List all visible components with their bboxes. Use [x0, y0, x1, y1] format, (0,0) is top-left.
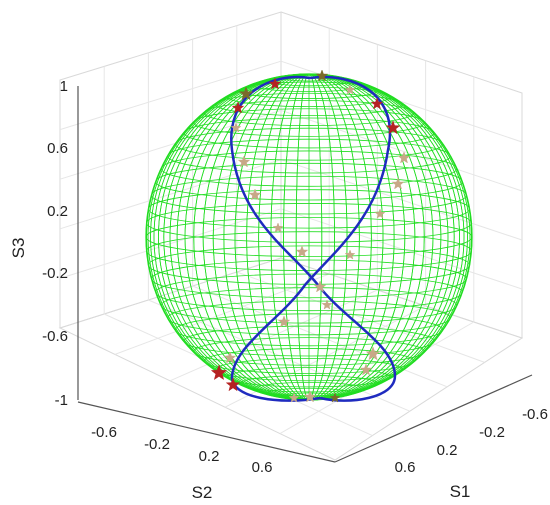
grid-line: [280, 60, 523, 143]
grid-line: [236, 271, 485, 363]
data-star: [277, 315, 291, 328]
grid-lines: [59, 25, 523, 437]
data-star: [223, 351, 237, 364]
data-star: [315, 69, 329, 82]
z-tick-label: 0.6: [47, 140, 68, 157]
data-star: [295, 245, 309, 258]
axis-lines: [77, 86, 533, 463]
z-axis-label: S3: [9, 238, 28, 259]
z-tick-label: 0.2: [47, 203, 68, 220]
grid-line: [280, 208, 523, 290]
data-star: [230, 122, 242, 133]
data-star: [374, 208, 386, 219]
data-star: [210, 364, 228, 381]
data-star: [231, 101, 245, 114]
data-star: [365, 346, 381, 361]
x-tick-label: -0.6: [522, 406, 548, 423]
data-star: [359, 363, 373, 376]
x-tick-label: 0.2: [437, 442, 458, 459]
data-star: [237, 155, 251, 168]
y-tick-labels: -0.6 -0.2 0.2 0.6: [91, 424, 272, 476]
grid-line: [280, 109, 523, 192]
z-tick-label: -0.6: [42, 328, 68, 345]
data-star: [370, 97, 384, 110]
data-star: [321, 299, 333, 310]
data-star: [225, 377, 241, 392]
y-tick-label: 0.2: [199, 448, 220, 465]
data-star: [329, 392, 341, 403]
y-axis-label: S2: [192, 483, 213, 502]
y-tick-label: -0.2: [144, 436, 170, 453]
x-tick-label: 0.6: [395, 459, 416, 476]
polarization-trajectory: [230, 75, 397, 402]
data-star: [238, 86, 254, 101]
grid-line: [59, 60, 282, 131]
y-tick-label: -0.6: [91, 424, 117, 441]
data-star: [288, 392, 300, 403]
data-star: [248, 188, 262, 201]
grid-line: [279, 321, 475, 435]
z-tick-label: 1: [60, 78, 68, 95]
data-star: [397, 151, 411, 164]
y-tick-label: 0.6: [252, 459, 273, 476]
data-star: [272, 222, 284, 233]
grid-line: [169, 289, 378, 382]
x-axis-line: [334, 374, 533, 463]
z-tick-label: -1: [55, 392, 68, 409]
grid-line: [59, 109, 282, 180]
x-tick-label: -0.2: [479, 424, 505, 441]
z-tick-labels: 1 0.6 0.2 -0.2 -0.6 -1: [42, 78, 68, 409]
data-star: [344, 249, 356, 260]
data-star: [391, 177, 405, 190]
measurement-stars: [210, 69, 411, 403]
data-star: [313, 280, 327, 293]
x-axis-label: S1: [450, 482, 471, 501]
x-tick-labels: -0.6 -0.2 0.2 0.6: [395, 406, 548, 476]
data-star: [344, 84, 356, 95]
z-tick-label: -0.2: [42, 265, 68, 282]
data-star: [268, 77, 282, 90]
grid-line: [192, 285, 448, 388]
y-axis-line: [77, 401, 336, 463]
data-star: [385, 120, 401, 135]
data-star: [303, 390, 317, 403]
